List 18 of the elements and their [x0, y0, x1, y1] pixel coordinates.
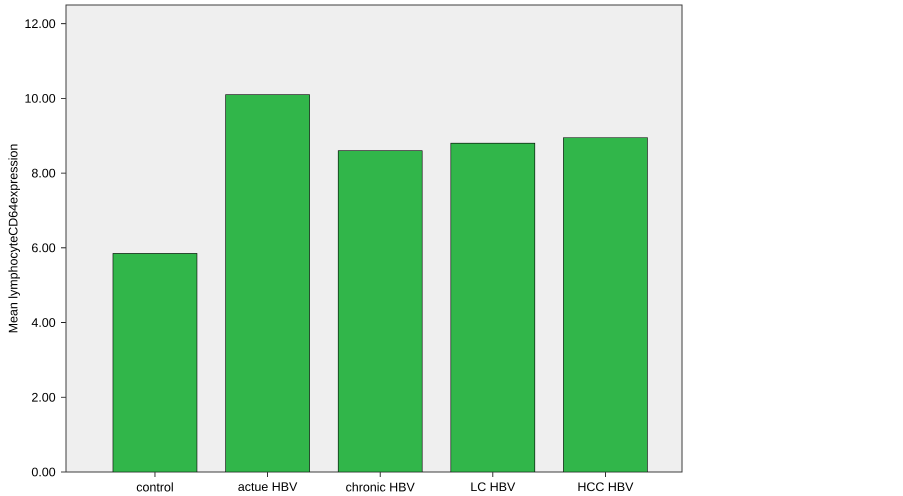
- x-tick-label: actue HBV: [238, 482, 298, 492]
- x-tick-label: LC HBV: [471, 482, 516, 492]
- y-tick-label: 2.00: [32, 392, 56, 402]
- y-tick-label: 10.00: [25, 94, 56, 103]
- x-tick-label: control: [136, 482, 173, 492]
- y-axis-title: Mean lymphocyteCD64expression: [8, 144, 20, 332]
- y-tick-label: 12.00: [25, 19, 56, 28]
- bar: [450, 143, 535, 472]
- y-tick-label: 6.00: [32, 243, 56, 252]
- y-tick-label: 0.00: [32, 468, 56, 476]
- bar: [563, 137, 648, 472]
- bar: [226, 94, 310, 472]
- y-tick-label: 8.00: [32, 168, 56, 178]
- x-tick-label: HCC HBV: [578, 482, 634, 492]
- bar: [112, 253, 197, 472]
- x-tick-label: chronic HBV: [346, 482, 415, 492]
- y-tick-label: 4.00: [32, 318, 56, 327]
- bar: [338, 150, 422, 472]
